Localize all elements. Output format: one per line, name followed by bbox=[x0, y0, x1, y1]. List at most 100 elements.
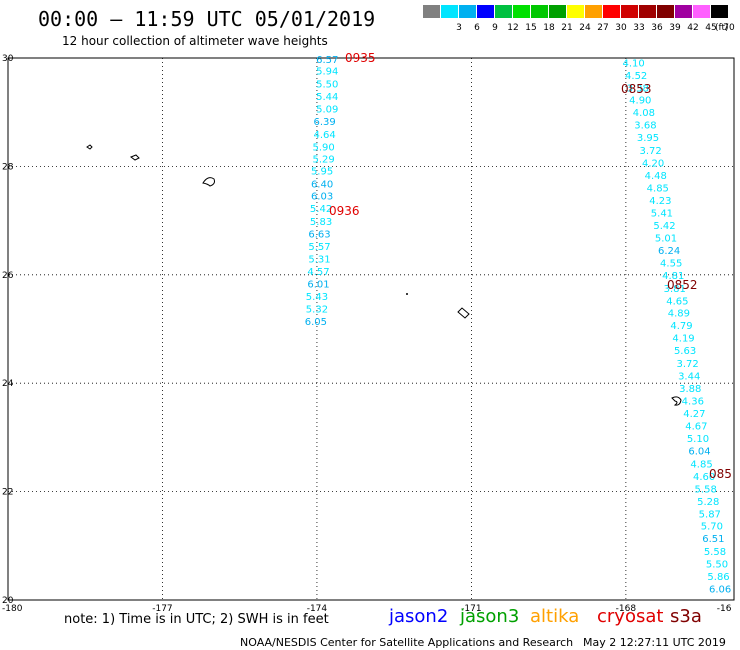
swh-value: 5.86 bbox=[707, 572, 729, 583]
latitude-tick-label: 24 bbox=[2, 379, 14, 389]
legend-swatch bbox=[423, 5, 440, 18]
legend-swatch bbox=[693, 5, 710, 18]
latitude-tick-label: 26 bbox=[2, 271, 14, 281]
color-legend: 3 6 9 12 15 18 21 24 27 30 33 36 39 42 45 70 (ft) bbox=[423, 5, 735, 35]
swh-value: 4.55 bbox=[660, 258, 682, 269]
longitude-tick-label: -16 bbox=[717, 604, 732, 614]
swh-value: 5.41 bbox=[651, 208, 673, 219]
legend-unit: (ft) bbox=[715, 23, 729, 33]
swh-value: 6.40 bbox=[311, 180, 333, 191]
longitude-tick-label: -177 bbox=[152, 604, 172, 614]
swh-value: 4.85 bbox=[690, 459, 712, 470]
legend-label: 3 bbox=[456, 23, 462, 33]
altimeter-tracks: 6.575.94 5.50 5.445.09 6.39 4.645.905.29 5.95… bbox=[305, 51, 732, 596]
swh-value: 5.29 bbox=[312, 154, 334, 165]
swh-value: 5.58 bbox=[704, 547, 726, 558]
swh-value: 4.85 bbox=[647, 184, 669, 195]
longitude-tick-label: -171 bbox=[461, 604, 481, 614]
swh-value: 5.10 bbox=[687, 434, 709, 445]
legend-swatch bbox=[675, 5, 692, 18]
swh-value: 4.19 bbox=[672, 334, 694, 345]
swh-value: 5.90 bbox=[312, 142, 334, 153]
swh-value: 4.36 bbox=[682, 397, 704, 408]
swh-value: 5.87 bbox=[699, 509, 721, 520]
swh-value: 5.50 bbox=[706, 560, 728, 571]
longitude-tick-label: -174 bbox=[307, 604, 328, 614]
footer-note: note: 1) Time is in UTC; 2) SWH is in fe… bbox=[64, 612, 329, 627]
legend-label: 45 bbox=[705, 23, 717, 33]
latitude-tick-label: 20 bbox=[2, 596, 14, 606]
swh-value: 4.89 bbox=[668, 309, 690, 320]
swh-value: 5.44 bbox=[316, 92, 338, 103]
legend-swatch bbox=[531, 5, 548, 18]
swh-value: 3.38 bbox=[627, 83, 649, 94]
latitude-tick-label: 30 bbox=[2, 54, 14, 64]
mission-label-cryosat: cryosat bbox=[597, 606, 664, 627]
plot-border bbox=[7, 57, 735, 601]
swh-value: 6.39 bbox=[314, 117, 336, 128]
island-outline bbox=[86, 144, 93, 150]
swh-value: 5.94 bbox=[316, 66, 338, 77]
swh-value: 5.58 bbox=[695, 484, 717, 495]
island-outline bbox=[202, 177, 215, 187]
mission-label-altika: altika bbox=[530, 606, 580, 627]
swh-value: 6.01 bbox=[307, 279, 329, 290]
swh-value: 4.57 bbox=[307, 267, 329, 278]
legend-swatch bbox=[657, 5, 674, 18]
mission-label-s3a: s3a bbox=[670, 606, 702, 627]
swh-value: 5.42 bbox=[653, 221, 675, 232]
swh-value: 3.88 bbox=[679, 384, 701, 395]
swh-value: 3.72 bbox=[677, 359, 699, 370]
swh-value: 5.42 bbox=[310, 204, 332, 215]
pass-time-label: 0853 bbox=[621, 82, 652, 96]
swh-value: 4.64 bbox=[314, 130, 336, 141]
swh-value: 6.06 bbox=[709, 585, 731, 596]
island-outline bbox=[406, 293, 408, 295]
legend-label: 15 bbox=[525, 23, 537, 33]
legend-label: 70 bbox=[723, 23, 735, 33]
legend-label: 18 bbox=[543, 23, 555, 33]
swh-value: 5.31 bbox=[308, 255, 330, 266]
swh-value: 6.51 bbox=[702, 534, 724, 545]
island-outline bbox=[457, 307, 470, 319]
swh-value: 5.57 bbox=[308, 242, 330, 253]
latitude-tick-label: 28 bbox=[2, 162, 14, 172]
legend-label: 39 bbox=[669, 23, 681, 33]
swh-value: 6.05 bbox=[305, 317, 327, 328]
legend-label: 24 bbox=[579, 23, 591, 33]
swh-value: 6.63 bbox=[308, 230, 330, 241]
swh-value: 4.79 bbox=[670, 321, 692, 332]
swh-value: 4.90 bbox=[629, 96, 651, 107]
legend-swatch bbox=[549, 5, 566, 18]
graticule bbox=[8, 57, 734, 600]
swh-value: 5.28 bbox=[697, 497, 719, 508]
swh-value: 4.48 bbox=[645, 171, 667, 182]
swh-value: 4.10 bbox=[622, 58, 644, 69]
legend-label: 9 bbox=[492, 23, 498, 33]
map-title: 00:00 – 11:59 UTC 05/01/2019 bbox=[38, 7, 376, 31]
swh-value: 5.09 bbox=[316, 104, 338, 115]
swh-value: 5.63 bbox=[674, 346, 696, 357]
swh-value: 6.57 bbox=[316, 55, 338, 66]
legend-swatch bbox=[459, 5, 476, 18]
mission-label-jason3: jason3 bbox=[460, 606, 520, 627]
swh-value: 4.67 bbox=[685, 421, 707, 432]
swh-value: 3.44 bbox=[678, 372, 700, 383]
swh-value: 6.24 bbox=[658, 246, 680, 257]
legend-label: 6 bbox=[474, 23, 480, 33]
swh-value: 3.72 bbox=[639, 146, 661, 157]
legend-swatch bbox=[711, 5, 728, 18]
longitude-ticks: -180 -177 -174 -171 -168 -16 bbox=[2, 604, 732, 614]
longitude-tick-label: -168 bbox=[616, 604, 637, 614]
swh-value: 5.01 bbox=[655, 233, 677, 244]
swh-value: 5.43 bbox=[306, 292, 328, 303]
swh-value: 3.68 bbox=[634, 121, 656, 132]
swh-value: 4.81 bbox=[662, 271, 684, 282]
swh-value: 4.65 bbox=[666, 296, 688, 307]
map-subtitle: 12 hour collection of altimeter wave hei… bbox=[62, 34, 328, 48]
latitude-tick-label: 22 bbox=[2, 488, 13, 498]
swh-value: 5.95 bbox=[311, 167, 333, 178]
credit-line: NOAA/NESDIS Center for Satellite Applica… bbox=[240, 636, 574, 649]
swh-value: 4.52 bbox=[625, 71, 647, 82]
legend-swatch bbox=[567, 5, 584, 18]
